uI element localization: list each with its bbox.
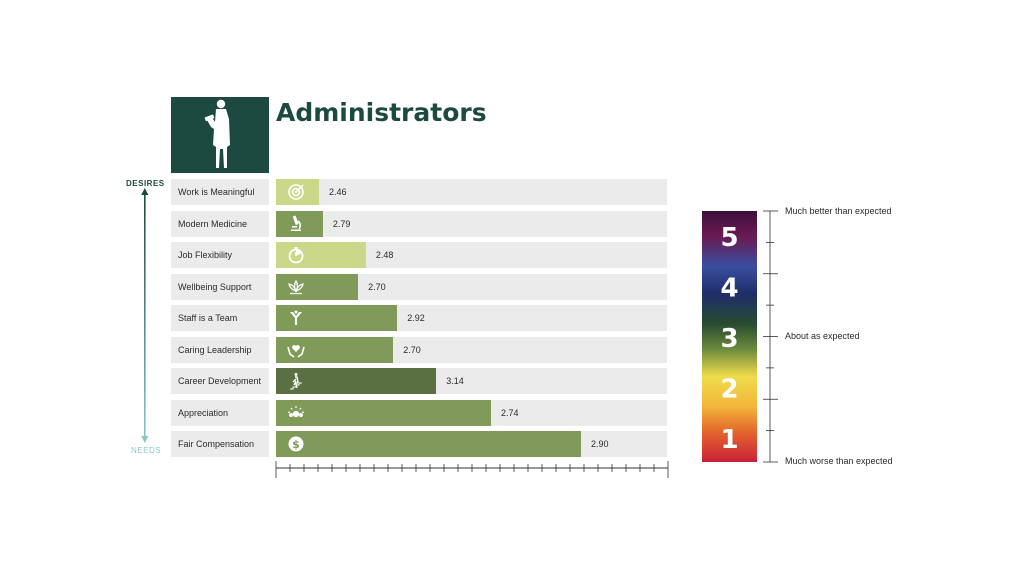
bar (276, 179, 319, 205)
category-label: Work is Meaningful (171, 179, 269, 205)
header-icon-box (171, 97, 269, 173)
rating-number: 4 (720, 274, 738, 304)
desires-needs-arrow (141, 188, 149, 443)
rating-number: 5 (720, 223, 738, 253)
stairs-climber-icon (286, 371, 306, 391)
category-label: Caring Leadership (171, 337, 269, 363)
lotus-icon (286, 277, 306, 297)
score-label: 2.74 (501, 408, 519, 418)
bar-track (276, 179, 667, 205)
applause-icon (286, 403, 306, 423)
page-title: Administrators (276, 98, 487, 127)
svg-text:$: $ (292, 438, 300, 451)
legend-label-top: Much better than expected (785, 206, 892, 216)
score-label: 2.48 (375, 250, 394, 260)
dollar-coin-icon: $ (286, 434, 306, 454)
stopwatch-icon (286, 245, 306, 265)
score-label: 2.90 (590, 439, 609, 449)
score-label: 2.46 (329, 187, 347, 197)
bar (276, 431, 581, 457)
microscope-icon (286, 214, 306, 234)
rating-gradient-strip (702, 211, 757, 462)
bar (276, 242, 366, 268)
score-label: 2.79 (332, 219, 351, 229)
caring-hands-heart-icon (286, 340, 306, 360)
score-label: 3.14 (446, 376, 464, 386)
category-label: Career Development (171, 368, 269, 394)
bar (276, 368, 437, 394)
category-label: Job Flexibility (171, 242, 269, 268)
x-axis (275, 461, 669, 478)
needs-label: NEEDS (131, 446, 162, 455)
rating-number: 3 (720, 324, 738, 354)
administrator-silhouette-icon (204, 99, 230, 168)
category-label: Modern Medicine (171, 211, 269, 237)
rating-number: 1 (720, 425, 738, 455)
category-label: Staff is a Team (171, 305, 269, 331)
target-icon (286, 182, 306, 202)
score-label: 2.70 (403, 345, 421, 355)
bar-track (276, 211, 667, 237)
legend-label-middle: About as expected (785, 331, 860, 341)
desires-label: DESIRES (126, 179, 165, 188)
legend-label-bottom: Much worse than expected (785, 456, 893, 466)
rating-number: 2 (720, 375, 738, 405)
bar (276, 400, 492, 426)
category-label: Appreciation (171, 400, 269, 426)
score-label: 2.70 (368, 282, 386, 292)
category-label: Wellbeing Support (171, 274, 269, 300)
team-hands-icon (286, 308, 306, 328)
category-label: Fair Compensation (171, 431, 269, 457)
rating-scale-legend: 5 4 3 2 1 (702, 210, 778, 463)
score-label: 2.92 (407, 313, 425, 323)
